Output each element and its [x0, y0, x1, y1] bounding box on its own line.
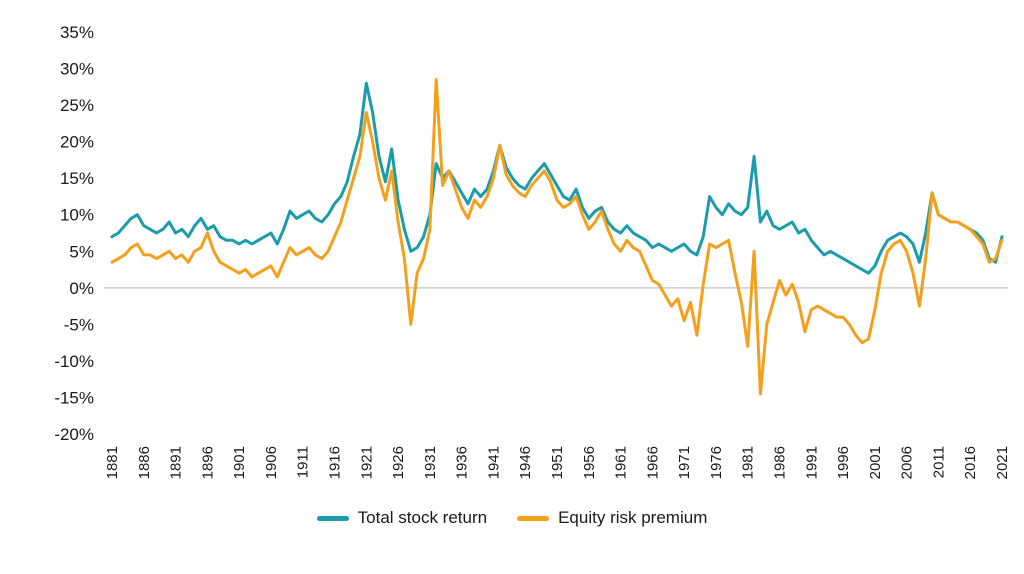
svg-text:1896: 1896: [199, 446, 216, 479]
svg-text:30%: 30%: [60, 60, 94, 79]
svg-text:1976: 1976: [708, 446, 725, 479]
svg-text:1941: 1941: [485, 446, 502, 479]
legend-label-total-stock-return: Total stock return: [357, 508, 488, 527]
svg-text:1906: 1906: [263, 446, 280, 479]
svg-text:1926: 1926: [390, 446, 407, 479]
legend-item-equity-risk-premium: Equity risk premium: [517, 508, 707, 528]
svg-text:-5%: -5%: [64, 315, 94, 334]
line-chart: 35% 30% 25% 20% 15% 10% 5% 0% -5% -10% -15% -20% 188…: [54, 23, 1011, 479]
svg-text:10%: 10%: [60, 206, 94, 225]
legend-swatch-total-stock-return-icon: [316, 515, 349, 521]
svg-text:1961: 1961: [613, 446, 630, 479]
legend-label-equity-risk-premium: Equity risk premium: [558, 508, 708, 527]
svg-text:2006: 2006: [899, 446, 916, 479]
svg-text:2016: 2016: [962, 446, 979, 479]
svg-text:1911: 1911: [295, 446, 312, 478]
svg-text:1916: 1916: [327, 446, 344, 479]
svg-text:2001: 2001: [867, 446, 884, 479]
svg-text:1966: 1966: [644, 446, 661, 479]
svg-text:2021: 2021: [994, 446, 1011, 479]
svg-text:5%: 5%: [69, 242, 94, 261]
svg-text:1931: 1931: [422, 446, 439, 479]
svg-text:1946: 1946: [517, 446, 534, 479]
svg-text:1996: 1996: [835, 446, 852, 479]
svg-text:-10%: -10%: [54, 352, 94, 371]
legend-swatch-equity-risk-premium-icon: [517, 515, 550, 521]
svg-text:1936: 1936: [454, 446, 471, 479]
svg-text:1901: 1901: [231, 446, 248, 479]
svg-text:1986: 1986: [772, 446, 789, 479]
svg-text:1881: 1881: [104, 446, 121, 479]
svg-text:25%: 25%: [60, 96, 94, 115]
svg-text:1971: 1971: [676, 446, 693, 479]
svg-text:1951: 1951: [549, 446, 566, 479]
chart-legend: Total stock return Equity risk premium: [0, 508, 1024, 528]
svg-text:20%: 20%: [60, 133, 94, 152]
svg-text:1981: 1981: [740, 446, 757, 479]
svg-text:15%: 15%: [60, 169, 94, 188]
svg-text:-20%: -20%: [54, 425, 94, 444]
svg-text:1921: 1921: [358, 446, 375, 479]
legend-item-total-stock-return: Total stock return: [316, 508, 488, 528]
svg-text:1891: 1891: [168, 446, 185, 479]
svg-text:-15%: -15%: [54, 388, 94, 407]
svg-text:0%: 0%: [69, 279, 94, 298]
svg-text:1991: 1991: [803, 446, 820, 479]
svg-text:1956: 1956: [581, 446, 598, 479]
svg-text:2011: 2011: [930, 446, 947, 478]
svg-text:35%: 35%: [60, 23, 94, 42]
svg-text:1886: 1886: [136, 446, 153, 479]
